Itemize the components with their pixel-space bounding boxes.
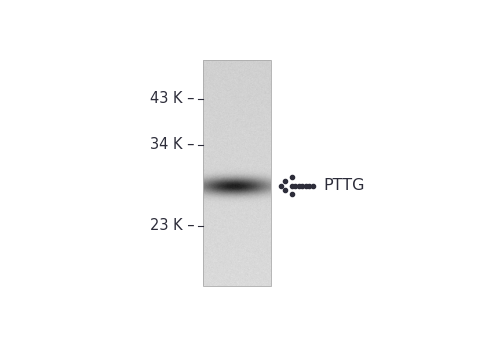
Text: 43 K –: 43 K – <box>150 91 195 106</box>
Bar <box>203 60 271 286</box>
Text: 23 K –: 23 K – <box>150 218 195 233</box>
Text: 34 K –: 34 K – <box>150 137 195 152</box>
Text: PTTG: PTTG <box>323 178 365 193</box>
